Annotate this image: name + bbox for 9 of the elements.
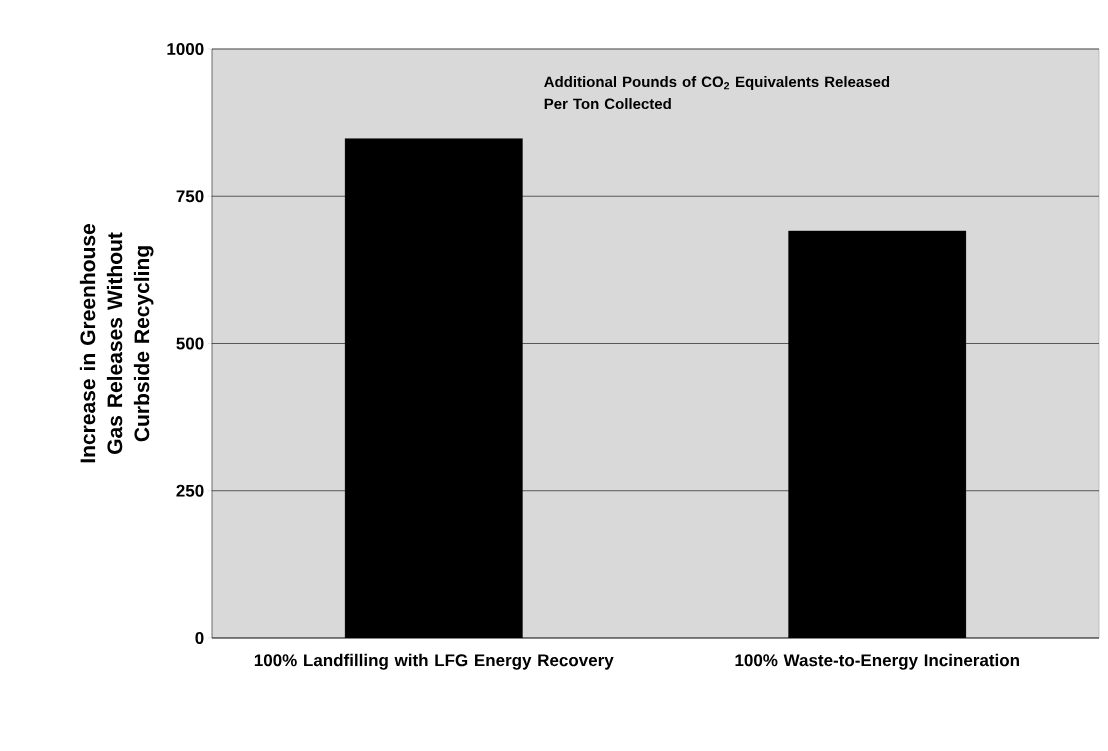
y-tick-label: 250: [176, 484, 204, 497]
y-axis-title: Increase in Greenhouse Gas Releases Without Curbside Recycling: [79, 224, 154, 463]
y-tick-label: 750: [176, 190, 204, 203]
text: Additional Pounds of CO$_{2}$ Equivalents Released Per Ton Collected: [544, 76, 890, 110]
y-tick-label: 1000: [167, 42, 204, 56]
x-tick-label: 100% Landfilling with LFG Energy Recovery: [254, 653, 614, 670]
x-tick-label: 100% Waste-to-Energy Incineration: [735, 653, 1019, 670]
y-tick-label: 0: [195, 631, 204, 645]
y-tick-label: 500: [176, 337, 204, 350]
